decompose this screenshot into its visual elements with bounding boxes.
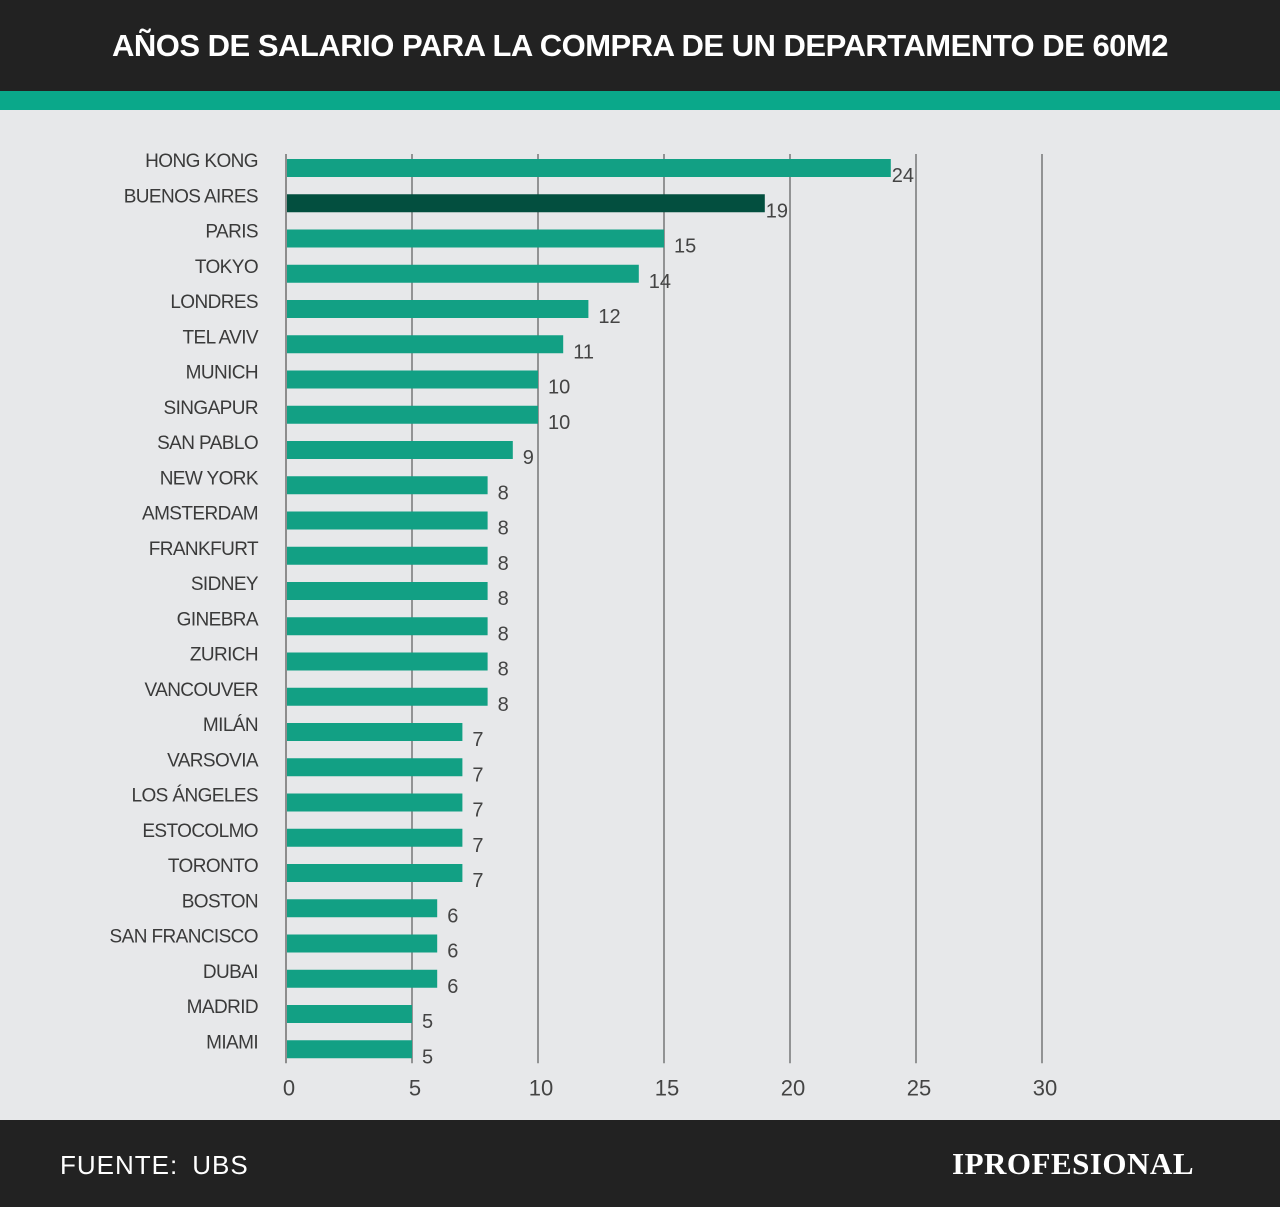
value-label: 7 [472, 835, 483, 857]
bar [287, 969, 438, 988]
category-label: ESTOCOLMO [142, 821, 258, 842]
value-label: 24 [892, 165, 914, 187]
value-label: 5 [422, 1011, 433, 1033]
value-label: 15 [674, 236, 696, 258]
x-tick-label: 10 [529, 1075, 553, 1100]
bars [287, 159, 891, 1059]
value-label: 7 [472, 800, 483, 822]
category-label: MUNICH [186, 363, 258, 384]
value-label: 8 [498, 553, 509, 575]
source-value: UBS [192, 1150, 249, 1180]
value-label: 7 [472, 870, 483, 892]
bar [287, 652, 488, 671]
value-label: 7 [472, 729, 483, 751]
value-label: 19 [766, 200, 788, 222]
value-label: 8 [498, 518, 509, 540]
x-tick-label: 30 [1033, 1075, 1057, 1100]
category-label: BUENOS AIRES [124, 186, 258, 207]
bar [287, 300, 589, 318]
x-tick-label: 25 [907, 1075, 931, 1100]
category-label: TORONTO [168, 856, 258, 877]
bar [287, 1040, 412, 1059]
bar [287, 405, 538, 424]
category-labels: HONG KONG BUENOS AIRES PARIS TOKYO LONDRES TE… [110, 151, 260, 1053]
value-label: 10 [548, 412, 570, 434]
value-label: 9 [523, 447, 534, 469]
bar [287, 934, 438, 953]
value-label: 8 [498, 588, 509, 610]
bar [287, 264, 639, 283]
x-tick-label: 0 [283, 1075, 295, 1100]
source-credit: FUENTE: UBS [60, 1150, 249, 1181]
category-label: NEW YORK [160, 468, 259, 489]
bar [287, 335, 564, 354]
bar-chart: HONG KONG BUENOS AIRES PARIS TOKYO LONDRES TE… [110, 151, 1058, 1100]
value-label: 11 [573, 341, 594, 363]
value-label: 7 [472, 764, 483, 786]
value-label: 6 [447, 941, 458, 963]
category-label: HONG KONG [145, 151, 258, 172]
bar [287, 229, 664, 248]
value-label: 10 [548, 377, 570, 399]
category-label: TOKYO [195, 257, 258, 278]
bar [287, 617, 488, 636]
bar [287, 441, 513, 459]
value-label: 6 [447, 976, 458, 998]
chart-header: AÑOS DE SALARIO PARA LA COMPRA DE UN DEP… [0, 0, 1280, 91]
x-tick-label: 20 [781, 1075, 805, 1100]
category-label: GINEBRA [177, 609, 259, 630]
chart-footer: FUENTE: UBS IPROFESIONAL [0, 1120, 1280, 1207]
bar [287, 511, 488, 530]
category-label: MILÁN [203, 715, 258, 736]
category-label: AMSTERDAM [142, 504, 258, 525]
value-label: 8 [498, 623, 509, 645]
bar [287, 582, 488, 600]
bar [287, 159, 891, 177]
category-label: SAN PABLO [157, 433, 258, 454]
category-label: SAN FRANCISCO [110, 927, 258, 948]
category-label: FRANKFURT [149, 539, 259, 560]
accent-stripe [0, 91, 1280, 110]
category-label: SIDNEY [191, 574, 259, 595]
value-label: 5 [422, 1046, 433, 1068]
category-label: LONDRES [170, 292, 258, 313]
brand-logo: IPROFESIONAL [952, 1146, 1194, 1181]
value-label: 8 [498, 694, 509, 716]
bar [287, 723, 463, 741]
value-label: 14 [649, 271, 671, 293]
category-label: DUBAI [203, 962, 258, 983]
value-label: 6 [447, 905, 458, 927]
category-label: PARIS [205, 222, 258, 243]
bar [287, 370, 538, 389]
value-label: 12 [598, 306, 620, 328]
x-axis-ticks: 0 5 10 15 20 25 30 [283, 1075, 1057, 1100]
bar [287, 864, 463, 882]
category-label: TEL AVIV [183, 327, 259, 348]
category-label: VANCOUVER [144, 680, 258, 701]
bar [287, 194, 765, 213]
bar [287, 687, 488, 706]
source-label: FUENTE: [60, 1150, 179, 1180]
bar [287, 476, 488, 495]
value-label: 8 [498, 482, 509, 504]
chart-title: AÑOS DE SALARIO PARA LA COMPRA DE UN DEP… [111, 27, 1169, 63]
category-label: BOSTON [182, 891, 258, 912]
bar [287, 828, 463, 847]
bar [287, 546, 488, 565]
category-label: ZURICH [190, 645, 258, 666]
value-label: 8 [498, 659, 509, 681]
category-label: LOS ÁNGELES [132, 786, 258, 807]
bar [287, 758, 463, 777]
x-tick-label: 5 [409, 1075, 421, 1100]
bar [287, 793, 463, 812]
category-label: MADRID [187, 997, 258, 1018]
category-label: SINGAPUR [164, 398, 258, 419]
category-label: MIAMI [206, 1032, 258, 1053]
bar [287, 1005, 412, 1023]
category-label: VARSOVIA [167, 750, 259, 771]
x-tick-label: 15 [655, 1075, 679, 1100]
bar [287, 899, 438, 918]
